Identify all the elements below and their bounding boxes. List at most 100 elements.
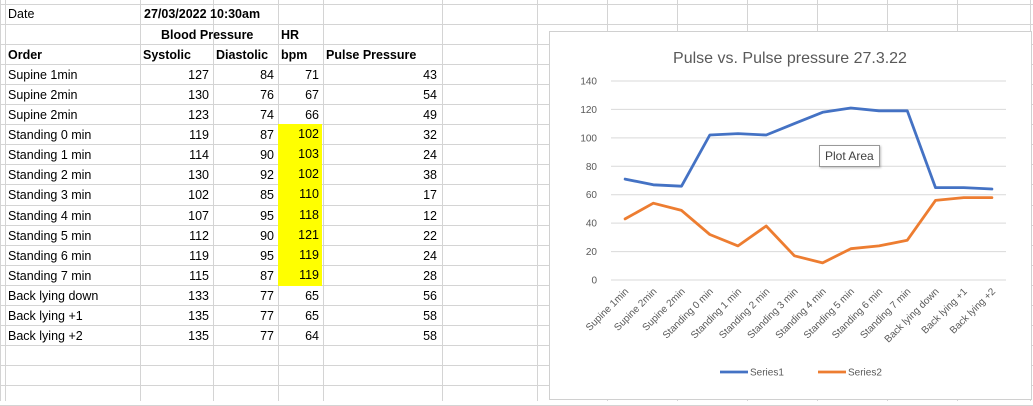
diastolic-cell[interactable]: 95 <box>260 249 274 263</box>
bpm-cell[interactable]: 71 <box>305 68 319 82</box>
pulse-pressure-cell[interactable]: 49 <box>423 108 437 122</box>
pulse-pressure-cell[interactable]: 54 <box>423 88 437 102</box>
pulse-pressure-cell[interactable]: 38 <box>423 168 437 182</box>
bpm-cell[interactable]: 103 <box>278 144 322 165</box>
y-tick-label: 80 <box>586 162 598 173</box>
grid-row-line <box>0 164 1033 165</box>
bpm-cell[interactable]: 102 <box>278 124 322 145</box>
pulse-pressure-cell[interactable]: 43 <box>423 68 437 82</box>
bpm-cell[interactable]: 66 <box>305 108 319 122</box>
bpm-header[interactable]: bpm <box>281 48 308 62</box>
diastolic-cell[interactable]: 74 <box>260 108 274 122</box>
bpm-cell[interactable]: 110 <box>278 184 322 205</box>
systolic-cell[interactable]: 114 <box>189 148 209 162</box>
order-cell[interactable]: Standing 6 min <box>8 249 92 263</box>
pulse-pressure-header[interactable]: Pulse Pressure <box>326 48 417 62</box>
bpm-cell[interactable]: 119 <box>278 245 322 266</box>
bpm-cell[interactable]: 102 <box>278 164 322 185</box>
chart-area[interactable]: Pulse vs. Pulse pressure 27.3.22 0 20 40 60 8… <box>549 31 1032 400</box>
systolic-cell[interactable]: 119 <box>189 249 209 263</box>
grid-column-line <box>5 0 6 401</box>
y-tick-label: 0 <box>591 276 597 287</box>
pulse-pressure-cell[interactable]: 22 <box>423 229 437 243</box>
order-header[interactable]: Order <box>8 48 43 62</box>
pulse-pressure-cell[interactable]: 28 <box>423 269 437 283</box>
systolic-cell[interactable]: 115 <box>189 269 209 283</box>
bpm-cell[interactable]: 67 <box>305 88 319 102</box>
diastolic-header[interactable]: Diastolic <box>216 48 269 62</box>
line-chart[interactable]: Pulse vs. Pulse pressure 27.3.22 0 20 40 60 8… <box>550 32 1031 399</box>
order-cell[interactable]: Supine 2min <box>8 108 78 122</box>
y-tick-label: 140 <box>580 77 597 88</box>
systolic-cell[interactable]: 127 <box>188 68 209 82</box>
systolic-cell[interactable]: 112 <box>189 229 209 243</box>
order-cell[interactable]: Standing 4 min <box>8 209 92 223</box>
y-tick-label: 100 <box>580 133 597 144</box>
order-cell[interactable]: Back lying down <box>8 289 99 303</box>
y-tick-label: 40 <box>586 219 598 230</box>
order-cell[interactable]: Standing 0 min <box>8 128 92 142</box>
systolic-cell[interactable]: 130 <box>188 88 209 102</box>
pulse-pressure-cell[interactable]: 58 <box>423 329 437 343</box>
blood-pressure-header[interactable]: Blood Pressure <box>161 28 254 42</box>
order-cell[interactable]: Back lying +1 <box>8 309 83 323</box>
grid-row-line <box>0 365 1033 366</box>
diastolic-cell[interactable]: 77 <box>260 329 274 343</box>
systolic-cell[interactable]: 119 <box>189 128 209 142</box>
bpm-cell[interactable]: 65 <box>305 289 319 303</box>
systolic-cell[interactable]: 130 <box>188 168 209 182</box>
pulse-pressure-cell[interactable]: 32 <box>423 128 437 142</box>
systolic-cell[interactable]: 135 <box>188 309 209 323</box>
diastolic-cell[interactable]: 90 <box>260 229 274 243</box>
grid-row-line <box>0 104 1033 105</box>
grid-row-line <box>0 184 1033 185</box>
systolic-cell[interactable]: 107 <box>188 209 209 223</box>
diastolic-cell[interactable]: 87 <box>260 128 274 142</box>
legend-label: Series1 <box>750 368 784 379</box>
grid-row-line <box>0 124 1033 125</box>
order-cell[interactable]: Supine 1min <box>8 68 78 82</box>
series-line-2 <box>623 196 994 265</box>
pulse-pressure-cell[interactable]: 56 <box>423 289 437 303</box>
bpm-cell[interactable]: 65 <box>305 309 319 323</box>
diastolic-cell[interactable]: 87 <box>260 269 274 283</box>
pulse-pressure-cell[interactable]: 24 <box>423 148 437 162</box>
systolic-header[interactable]: Systolic <box>143 48 191 62</box>
hr-header[interactable]: HR <box>281 28 300 42</box>
diastolic-cell[interactable]: 90 <box>260 148 274 162</box>
diastolic-cell[interactable]: 92 <box>260 168 274 182</box>
bpm-cell[interactable]: 121 <box>278 225 322 246</box>
bpm-cell[interactable]: 119 <box>278 265 322 286</box>
diastolic-cell[interactable]: 77 <box>260 309 274 323</box>
diastolic-cell[interactable]: 85 <box>260 188 274 202</box>
grid-row-line <box>0 325 1033 326</box>
bpm-cell[interactable]: 64 <box>305 329 319 343</box>
pulse-pressure-cell[interactable]: 12 <box>423 209 437 223</box>
date-label-cell[interactable]: Date <box>8 7 35 21</box>
order-cell[interactable]: Supine 2min <box>8 88 78 102</box>
diastolic-cell[interactable]: 76 <box>260 88 274 102</box>
diastolic-cell[interactable]: 95 <box>260 209 274 223</box>
grid-column-line <box>0 0 1 401</box>
pulse-pressure-cell[interactable]: 58 <box>423 309 437 323</box>
systolic-cell[interactable]: 102 <box>188 188 209 202</box>
grid-row-line <box>0 64 1033 65</box>
date-value-cell[interactable]: 27/03/2022 10:30am <box>144 7 261 21</box>
systolic-cell[interactable]: 135 <box>188 329 209 343</box>
diastolic-cell[interactable]: 77 <box>260 289 274 303</box>
order-cell[interactable]: Standing 7 min <box>8 269 92 283</box>
grid-row-line <box>0 245 1033 246</box>
diastolic-cell[interactable]: 84 <box>260 68 274 82</box>
order-cell[interactable]: Standing 2 min <box>8 168 92 182</box>
systolic-cell[interactable]: 123 <box>188 108 209 122</box>
plot-area-tooltip: Plot Area <box>819 145 880 167</box>
order-cell[interactable]: Standing 5 min <box>8 229 92 243</box>
pulse-pressure-cell[interactable]: 17 <box>423 188 437 202</box>
order-cell[interactable]: Back lying +2 <box>8 329 83 343</box>
order-cell[interactable]: Standing 3 min <box>8 188 92 202</box>
order-cell[interactable]: Standing 1 min <box>8 148 92 162</box>
bpm-cell[interactable]: 118 <box>278 205 322 226</box>
pulse-pressure-cell[interactable]: 24 <box>423 249 437 263</box>
systolic-cell[interactable]: 133 <box>188 289 209 303</box>
